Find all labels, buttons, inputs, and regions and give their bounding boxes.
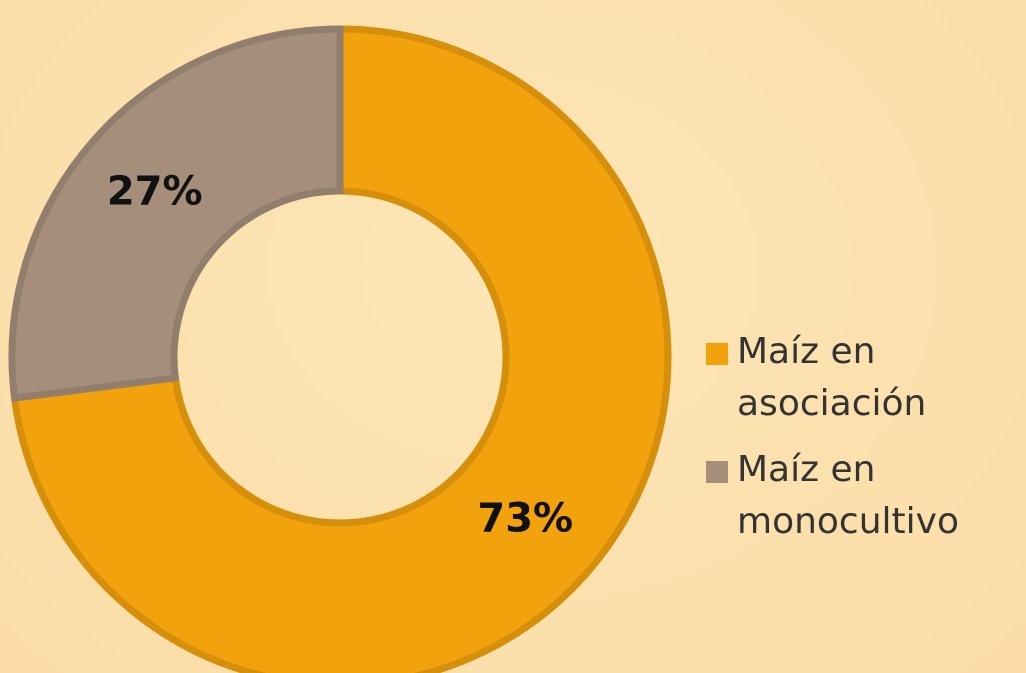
- value-label: 73%: [477, 495, 573, 541]
- donut-slice: [8, 25, 344, 403]
- legend-swatch: [706, 461, 728, 483]
- donut-slice: [10, 25, 672, 673]
- legend-swatch: [706, 343, 728, 365]
- value-label: 27%: [107, 169, 203, 215]
- legend-label: Maíz en asociación: [737, 331, 926, 424]
- legend-label: Maíz en monocultivo: [737, 449, 959, 542]
